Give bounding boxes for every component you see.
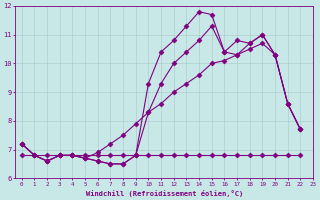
X-axis label: Windchill (Refroidissement éolien,°C): Windchill (Refroidissement éolien,°C) — [86, 190, 243, 197]
